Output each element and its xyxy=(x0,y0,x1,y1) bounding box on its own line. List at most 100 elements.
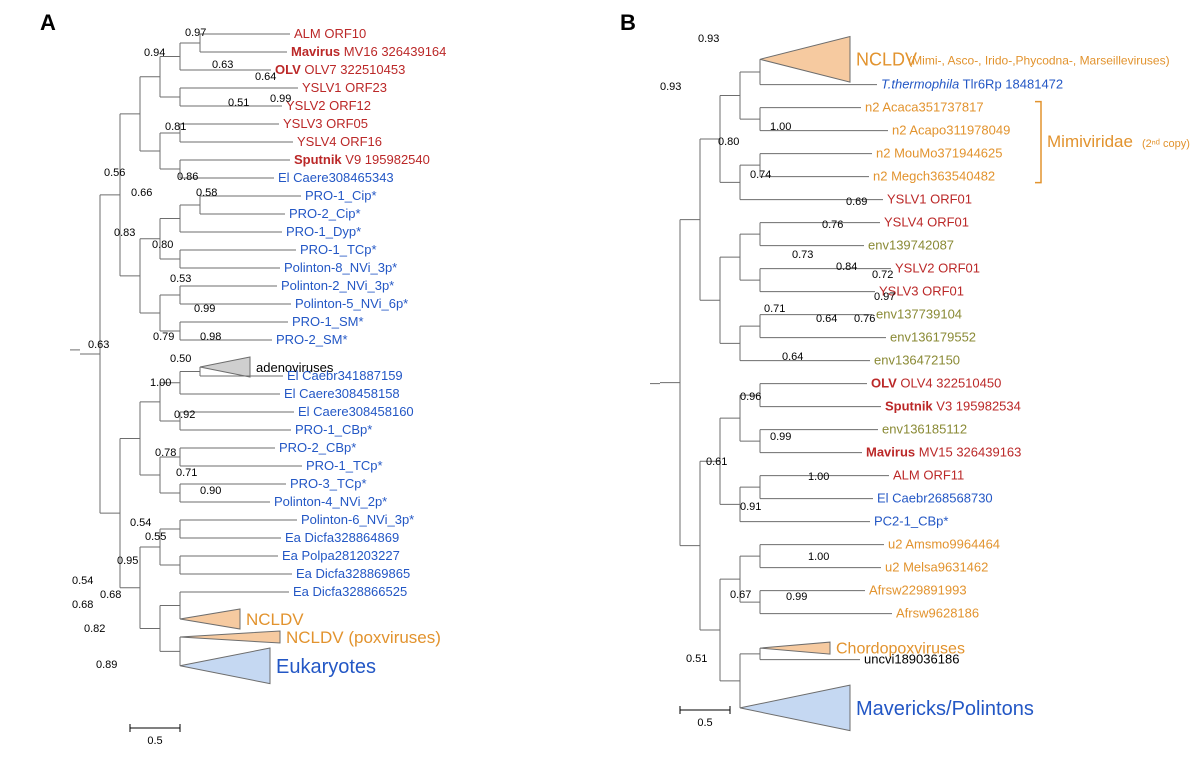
support-value: 0.81 xyxy=(165,121,186,133)
bracket-icon xyxy=(1035,102,1041,183)
taxon-label: Polinton-6_NVi_3p* xyxy=(301,512,414,527)
scale-label: 0.5 xyxy=(697,717,712,729)
taxon-label: YSLV1 ORF01 xyxy=(887,192,972,207)
taxon-label: n2 Acapo311978049 xyxy=(892,123,1010,138)
taxon-label: PRO-1_TCp* xyxy=(300,242,377,257)
taxon-label: Polinton-2_NVi_3p* xyxy=(281,278,394,293)
taxon-label: YSLV2 ORF12 xyxy=(286,98,371,113)
support-value: 0.82 xyxy=(84,623,105,635)
support-value: 0.54 xyxy=(130,517,151,529)
support-value: 1.00 xyxy=(808,471,829,483)
support-value: 0.97 xyxy=(185,27,206,39)
collapsed-clade xyxy=(180,648,270,684)
support-value: 0.58 xyxy=(196,187,217,199)
support-value: 0.78 xyxy=(155,447,176,459)
support-value: 0.53 xyxy=(170,273,191,285)
support-value: 0.97 xyxy=(874,291,895,303)
taxon-label: El Caere308458160 xyxy=(298,404,414,419)
support-value: 0.51 xyxy=(686,653,707,665)
taxon-label: El Caebr341887159 xyxy=(287,368,403,383)
collapsed-clade xyxy=(180,609,240,629)
support-value: 0.93 xyxy=(660,81,681,93)
support-value: 0.96 xyxy=(740,391,761,403)
support-value: 1.00 xyxy=(808,551,829,563)
support-value: 0.74 xyxy=(750,169,771,181)
taxon-label: Ea Dicfa328869865 xyxy=(296,566,410,581)
taxon-label: NCLDV xyxy=(246,610,304,629)
support-value: 0.51 xyxy=(228,97,249,109)
support-value: 0.71 xyxy=(176,467,197,479)
taxon-label: ALM ORF10 xyxy=(294,26,366,41)
taxon-label: Ea Dicfa328864869 xyxy=(285,530,399,545)
taxon-label: env137739104 xyxy=(876,307,962,322)
support-value: 0.64 xyxy=(255,71,276,83)
support-value: 0.83 xyxy=(114,227,135,239)
support-value: 0.50 xyxy=(170,353,191,365)
support-value: 0.71 xyxy=(764,303,785,315)
support-value: 0.92 xyxy=(174,409,195,421)
taxon-label: PRO-1_Dyp* xyxy=(286,224,361,239)
support-value: 0.99 xyxy=(770,431,791,443)
taxon-label: OLV OLV4 322510450 xyxy=(871,376,1001,391)
taxon-label: n2 MouMo371944625 xyxy=(876,146,1003,161)
taxon-label: u2 Melsa9631462 xyxy=(885,560,988,575)
taxon-label: OLV OLV7 322510453 xyxy=(275,62,405,77)
taxon-label: env136472150 xyxy=(874,353,960,368)
support-value: 0.69 xyxy=(846,196,867,208)
taxon-label: YSLV3 ORF05 xyxy=(283,116,368,131)
taxon-label: Polinton-4_NVi_2p* xyxy=(274,494,387,509)
support-value: 0.64 xyxy=(816,313,837,325)
taxon-label: PRO-1_Cip* xyxy=(305,188,377,203)
taxon-label: PRO-3_TCp* xyxy=(290,476,367,491)
support-value: 0.91 xyxy=(740,501,761,513)
taxon-label: PRO-1_CBp* xyxy=(295,422,372,437)
support-value: 0.64 xyxy=(782,351,803,363)
collapsed-clade xyxy=(180,631,280,643)
taxon-label: Mavirus MV15 326439163 xyxy=(866,445,1021,460)
taxon-label: PRO-1_SM* xyxy=(292,314,364,329)
collapsed-clade xyxy=(760,37,850,83)
support-value: 0.61 xyxy=(706,456,727,468)
support-value: 1.00 xyxy=(150,377,171,389)
support-value: 0.56 xyxy=(104,167,125,179)
support-value: 0.63 xyxy=(88,339,109,351)
taxon-label: YSLV4 ORF16 xyxy=(297,134,382,149)
collapsed-clade xyxy=(200,357,250,377)
taxon-label: Afrsw229891993 xyxy=(869,583,967,598)
taxon-label: env139742087 xyxy=(868,238,954,253)
taxon-label: YSLV2 ORF01 xyxy=(895,261,980,276)
taxon-label: ALM ORF11 xyxy=(893,468,964,483)
taxon-label: Sputnik V3 195982534 xyxy=(885,399,1021,414)
taxon-label: El Caebr268568730 xyxy=(877,491,993,506)
taxon-label: Afrsw9628186 xyxy=(896,606,979,621)
support-value: 0.73 xyxy=(792,249,813,261)
taxon-label: Polinton-5_NVi_6p* xyxy=(295,296,408,311)
support-value: 0.80 xyxy=(152,239,173,251)
taxon-suffix: (Mimi-, Asco-, Irido-,Phycodna-, Marseil… xyxy=(908,53,1169,67)
support-value: 0.99 xyxy=(270,93,291,105)
taxon-label: PRO-2_CBp* xyxy=(279,440,356,455)
taxon-label: YSLV4 ORF01 xyxy=(884,215,969,230)
taxon-label: Ea Polpa281203227 xyxy=(282,548,400,563)
support-value: 0.68 xyxy=(100,589,121,601)
taxon-label: Eukaryotes xyxy=(276,656,376,678)
support-value: 0.72 xyxy=(872,269,893,281)
taxon-label: YSLV1 ORF23 xyxy=(302,80,387,95)
taxon-label: env136179552 xyxy=(890,330,976,345)
taxon-label: Ea Dicfa328866525 xyxy=(293,584,407,599)
collapsed-clade xyxy=(760,642,830,654)
taxon-label: env136185112 xyxy=(882,422,967,437)
taxon-label: uncvi189036186 xyxy=(864,652,959,667)
taxon-label: T.thermophila Tlr6Rp 18481472 xyxy=(881,77,1063,92)
support-value: 0.90 xyxy=(200,485,221,497)
taxon-label: NCLDV (poxviruses) xyxy=(286,628,441,647)
taxon-label: n2 Megch363540482 xyxy=(873,169,995,184)
support-value: 0.80 xyxy=(718,136,739,148)
support-value: 0.79 xyxy=(153,331,174,343)
support-value: 0.98 xyxy=(200,331,221,343)
support-value: 0.86 xyxy=(177,171,198,183)
support-value: 0.95 xyxy=(117,555,138,567)
support-value: 0.55 xyxy=(145,531,166,543)
support-value: 0.89 xyxy=(96,659,117,671)
support-value: 0.67 xyxy=(730,589,751,601)
